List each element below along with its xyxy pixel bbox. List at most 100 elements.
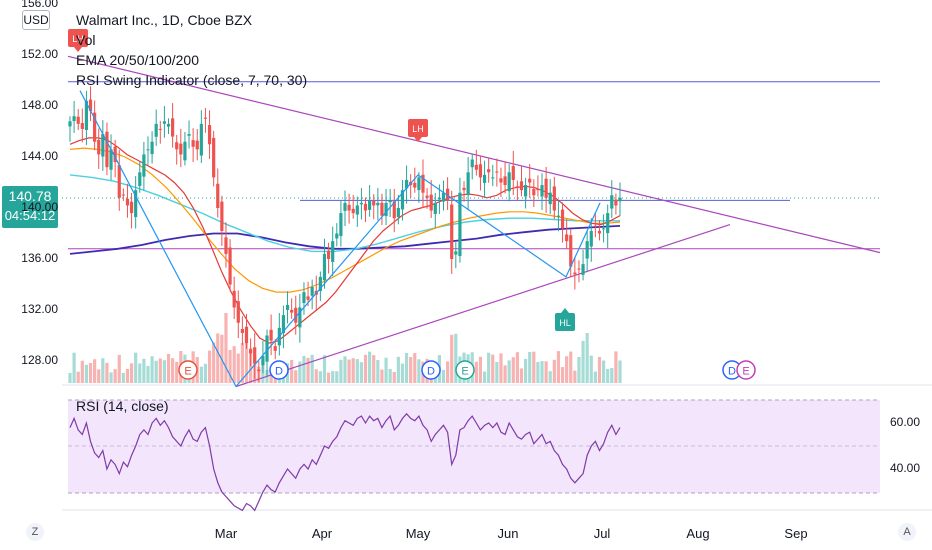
- candle-body: [540, 185, 544, 197]
- candle-body: [441, 192, 446, 202]
- earnings-marker: E: [455, 360, 475, 380]
- volume-bar: [117, 354, 121, 383]
- candle-body: [273, 346, 277, 351]
- hl-marker-text: HL: [559, 318, 571, 328]
- candle-body: [458, 192, 462, 256]
- candle-body: [519, 181, 524, 191]
- candle-body: [134, 190, 138, 218]
- legend-ema[interactable]: EMA 20/50/100/200: [76, 52, 199, 68]
- candle-body: [511, 166, 515, 180]
- volume-bar: [560, 367, 565, 383]
- candle-body: [368, 200, 372, 210]
- earnings-marker-ring: [455, 360, 475, 380]
- candle-body: [384, 202, 388, 217]
- candle-body: [113, 146, 117, 163]
- candle-body: [400, 190, 405, 210]
- time-tick-label: Aug: [686, 526, 710, 541]
- earnings-marker-text: E: [742, 366, 749, 378]
- dividend-marker-text: D: [427, 366, 435, 378]
- candle-body: [261, 355, 265, 366]
- volume-bar: [585, 333, 589, 383]
- volume-bar: [478, 356, 483, 383]
- dividend-marker-text: D: [728, 366, 736, 378]
- rsi-line-group: [69, 412, 621, 512]
- candle-body: [474, 164, 478, 170]
- ema100-line: [69, 174, 620, 253]
- swing-zigzag-line: [79, 90, 601, 388]
- candle-body: [470, 159, 474, 168]
- volume-bar: [109, 372, 113, 383]
- hl-marker: HL: [555, 308, 575, 331]
- volume-bar: [228, 349, 232, 383]
- earnings-marker-ring: [736, 360, 756, 380]
- volume-bar: [72, 352, 76, 383]
- volume-bar: [511, 357, 515, 383]
- volume-bar: [175, 361, 179, 383]
- candle-body: [528, 178, 532, 183]
- volume-bar: [339, 359, 343, 383]
- price-tick-label: 136.00: [21, 251, 58, 265]
- candle-body: [556, 215, 561, 217]
- candle-body: [269, 329, 273, 341]
- candle-body: [507, 172, 511, 192]
- candle-body: [523, 185, 528, 197]
- volume-bar: [343, 356, 347, 383]
- lh-top-marker-pointer: [74, 47, 82, 52]
- candle-body: [105, 131, 109, 168]
- candle-body: [450, 204, 454, 259]
- volume-bar: [540, 361, 544, 383]
- volume-bar: [105, 362, 109, 383]
- volume-bar: [129, 363, 134, 383]
- candle-body: [80, 123, 84, 129]
- earnings-marker: E: [178, 360, 198, 380]
- hl-marker-pointer: [561, 308, 569, 313]
- legend-vol[interactable]: Vol: [76, 32, 96, 48]
- volume-bar: [610, 368, 614, 383]
- lh-top-marker-box: [68, 29, 88, 47]
- candle-body: [392, 201, 396, 219]
- volume-bar: [569, 351, 573, 383]
- earnings-marker-text: E: [184, 366, 191, 378]
- volume-bar: [380, 369, 384, 383]
- price-tick-label: 144.00: [21, 149, 58, 163]
- candle-body: [199, 123, 203, 156]
- candle-body: [302, 292, 306, 304]
- candle-body: [417, 177, 421, 191]
- candle-body: [515, 186, 519, 188]
- volume-bar: [536, 361, 540, 383]
- volume-bar: [216, 333, 220, 383]
- volume-bar: [335, 371, 339, 383]
- zoom-toggle-button[interactable]: Z: [26, 523, 44, 541]
- candle-body: [425, 195, 429, 198]
- volume-bar: [597, 356, 602, 383]
- candle-body: [224, 237, 228, 254]
- volume-bar: [491, 354, 495, 383]
- candle-body: [117, 165, 121, 198]
- symbol-title[interactable]: Walmart Inc., 1D, Cboe BZX: [76, 12, 253, 28]
- candle-body: [536, 188, 540, 191]
- volume-bar: [532, 351, 536, 383]
- volume-bar: [326, 372, 331, 383]
- volume-bar: [368, 351, 372, 383]
- price-tick-label: 132.00: [21, 302, 58, 316]
- rsi-swing-lines: [79, 90, 601, 388]
- candle-body: [76, 116, 80, 124]
- dividend-marker-ring: [421, 360, 441, 380]
- candle-body: [429, 194, 433, 211]
- candles: [68, 86, 622, 382]
- currency-badge[interactable]: USD: [22, 10, 50, 30]
- volume-bar: [384, 357, 388, 383]
- volume-bar: [606, 368, 610, 383]
- rsi-legend[interactable]: RSI (14, close): [76, 398, 169, 414]
- ascending-trendline: [235, 224, 731, 388]
- candle-body: [618, 197, 622, 202]
- candle-body: [101, 134, 105, 157]
- volume-bar: [318, 371, 322, 383]
- auto-scale-button[interactable]: A: [898, 523, 916, 541]
- time-tick-label: May: [405, 526, 431, 541]
- volume-bar: [446, 361, 450, 383]
- candle-body: [581, 264, 585, 275]
- legend-rsi-swing[interactable]: RSI Swing Indicator (close, 7, 70, 30): [76, 72, 308, 88]
- earnings-marker-text: E: [461, 366, 468, 378]
